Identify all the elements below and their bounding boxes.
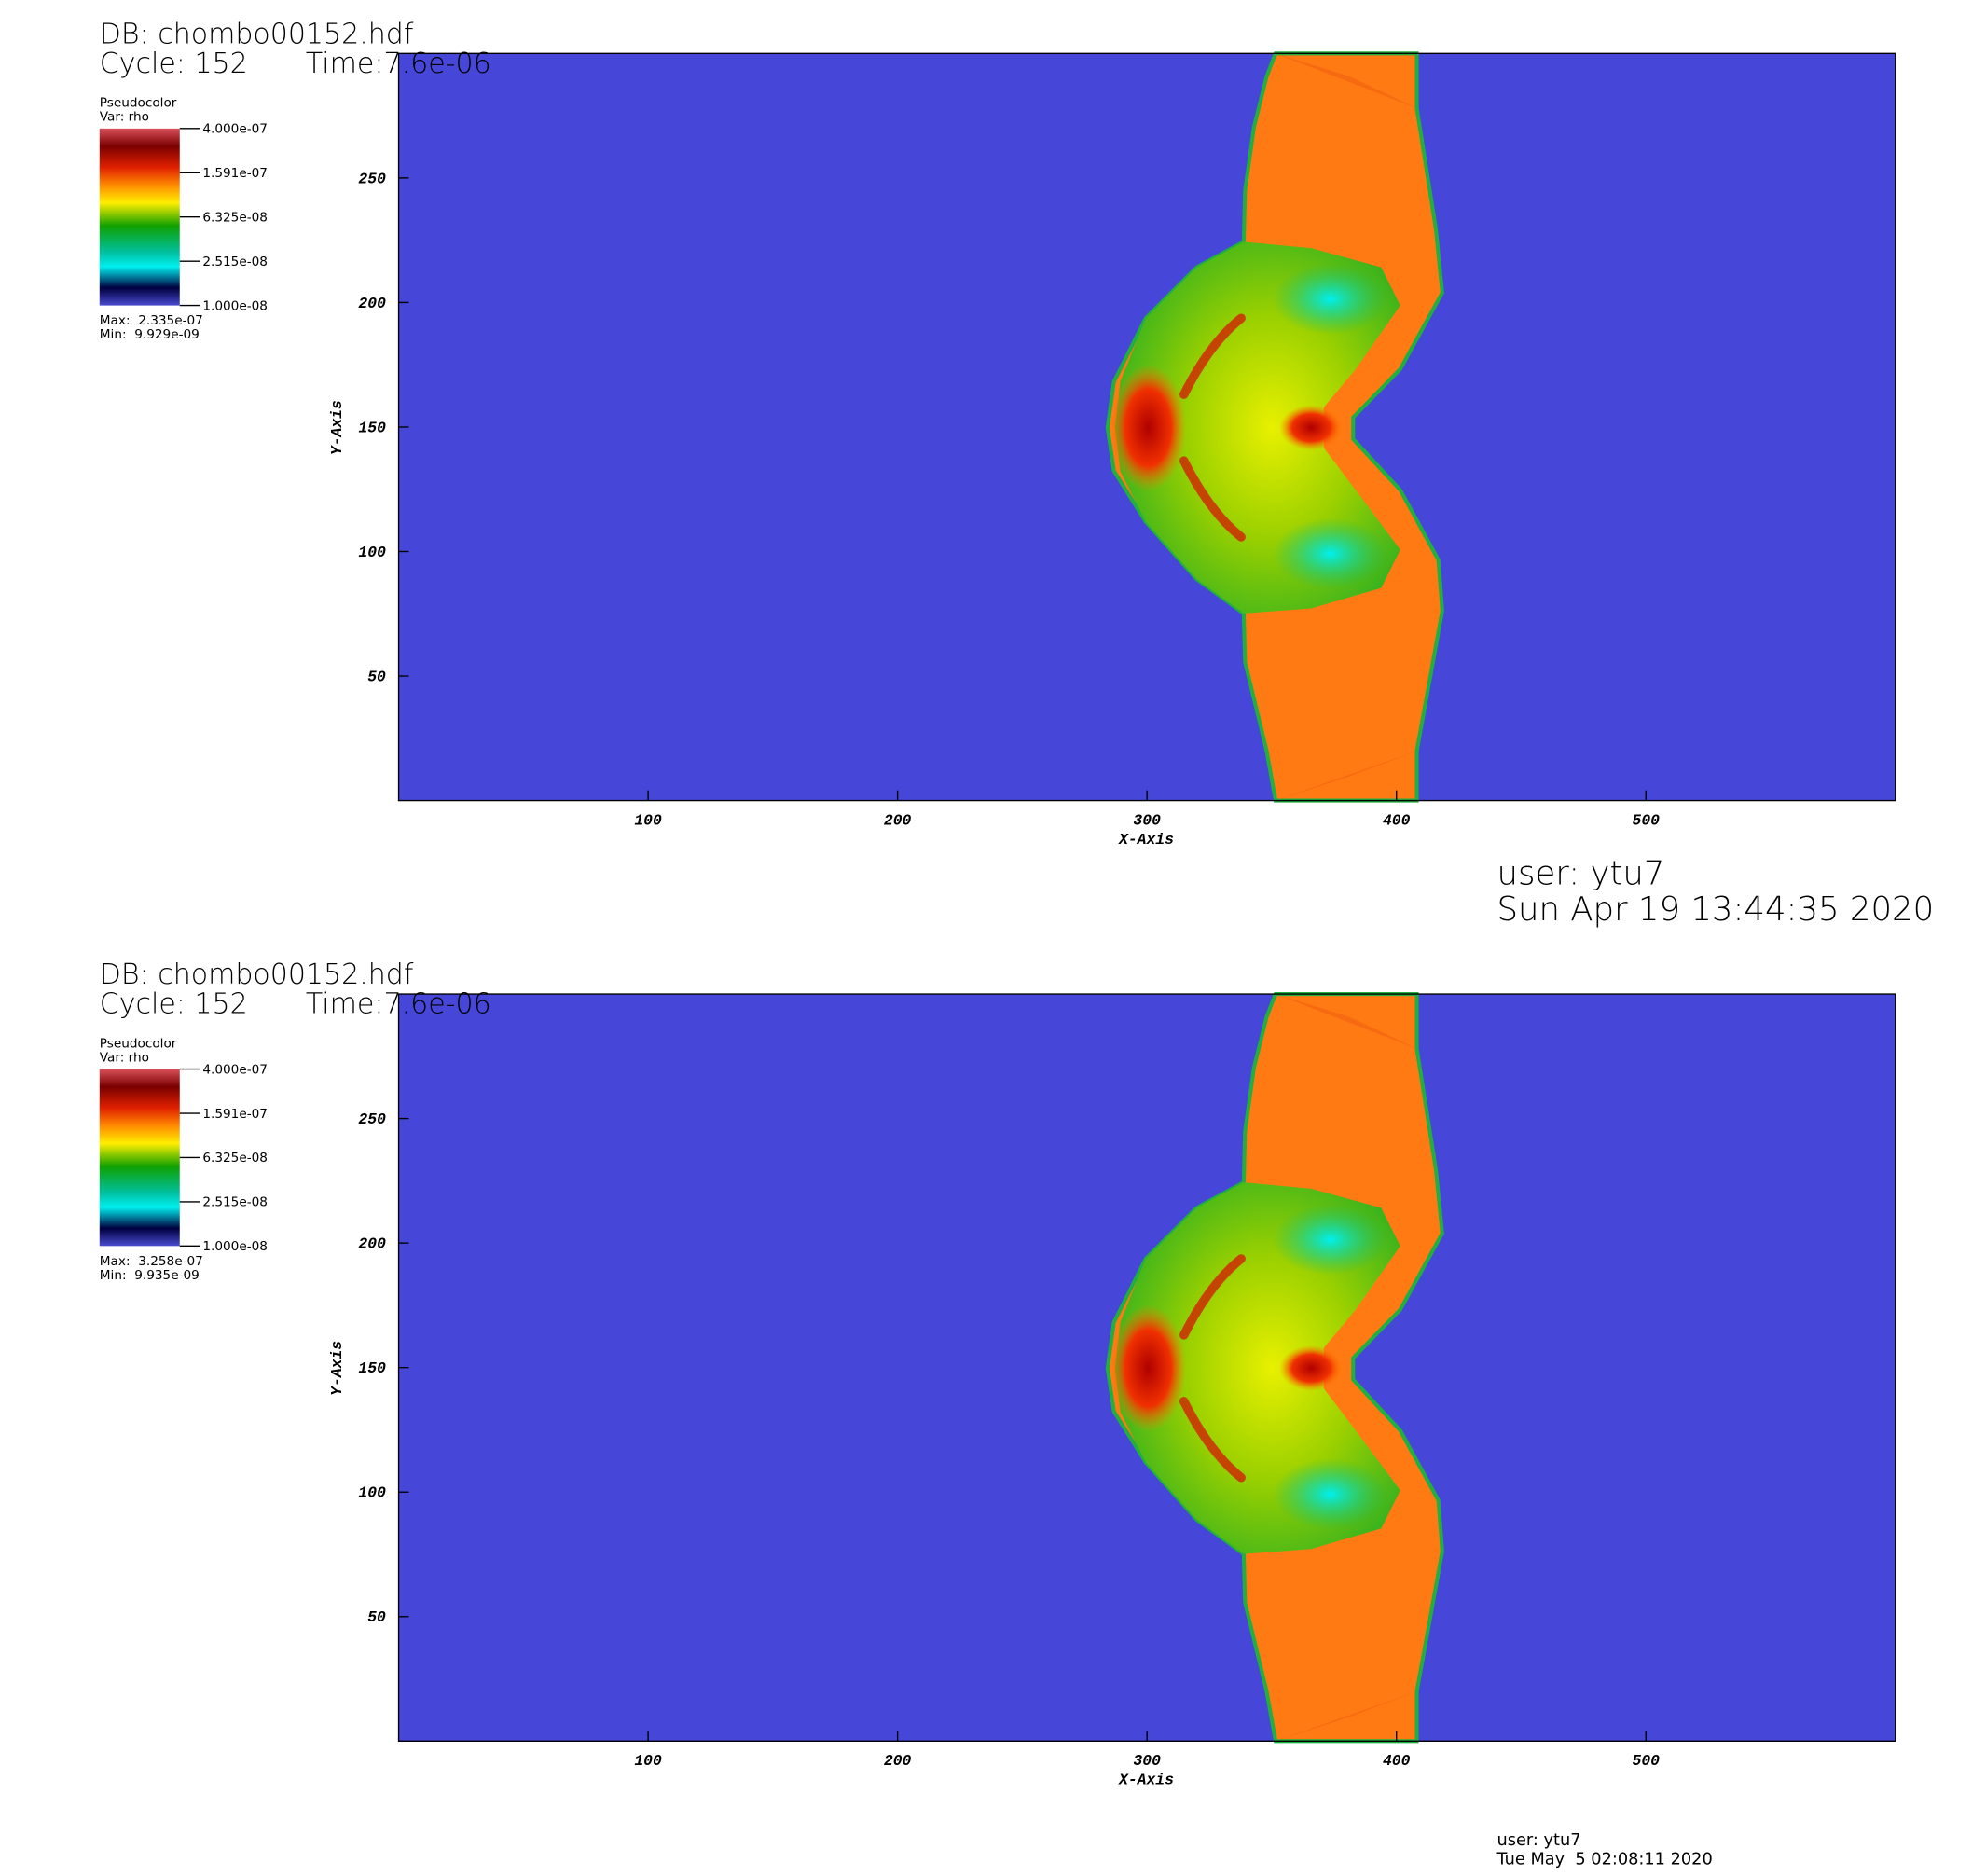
y-tick-label: 50 [367,1608,386,1626]
legend-title: Pseudocolor [100,96,177,111]
legend-label: 2.515e-08 [202,1195,268,1210]
red-spot [1279,405,1344,451]
cyan-spot [1273,1458,1388,1530]
x-tick-label: 100 [634,1752,662,1770]
cyan-spot [1273,263,1388,335]
legend-var: Var: rho [100,110,149,125]
legend-label: 1.591e-07 [202,1107,268,1122]
pseudocolor-field [397,51,1896,803]
y-tick-label: 50 [367,668,386,685]
x-axis-title: X-Axis [1118,831,1174,848]
cycle: Cycle: 152 [100,988,248,1021]
pseudocolor-field [397,992,1896,1744]
db-name: DB: chombo00152.hdf [100,959,414,991]
y-tick-label: 250 [358,170,386,187]
y-tick-label: 100 [358,544,386,561]
legend-label: 1.000e-08 [202,1239,268,1254]
legend-title: Pseudocolor [100,1036,177,1051]
db-name: DB: chombo00152.hdf [100,18,414,50]
legend-max: Max: 3.258e-07 [100,1254,203,1269]
legend-label: 1.591e-07 [202,166,268,181]
x-tick-label: 500 [1633,1752,1661,1770]
y-tick-label: 200 [358,1235,386,1253]
legend-label: 4.000e-07 [202,1062,268,1077]
legend-label: 6.325e-08 [202,211,268,226]
x-tick-label: 100 [634,812,662,830]
y-tick-label: 100 [358,1484,386,1502]
color-bar [99,1069,180,1247]
time: Time:7.6e-06 [306,988,491,1021]
time: Time:7.6e-06 [306,48,491,80]
x-tick-label: 400 [1383,1752,1411,1770]
red-lobe [1110,364,1187,491]
cyan-spot [1273,517,1388,589]
y-axis-title: Y-Axis [328,400,346,455]
y-tick-label: 150 [358,419,386,436]
x-tick-label: 400 [1383,812,1411,830]
user: user: ytu7 [1497,855,1665,893]
y-tick-label: 250 [358,1110,386,1128]
red-lobe [1110,1304,1187,1432]
red-arm [1179,1254,1246,1483]
date: Tue May 5 02:08:11 2020 [1496,1851,1713,1869]
legend-min: Min: 9.929e-09 [100,327,200,342]
cycle: Cycle: 152 [100,48,248,80]
x-tick-label: 300 [1133,1752,1161,1770]
x-tick-label: 500 [1633,812,1661,830]
y-tick-label: 150 [358,1359,386,1377]
legend-var: Var: rho [100,1050,149,1065]
x-axis-title: X-Axis [1118,1772,1174,1789]
user: user: ytu7 [1497,1831,1581,1850]
y-axis-title: Y-Axis [328,1341,346,1396]
x-tick-label: 300 [1133,812,1161,830]
legend-label: 1.000e-08 [202,298,268,313]
x-tick-label: 200 [884,812,912,830]
red-spot [1279,1345,1344,1391]
y-tick-label: 200 [358,295,386,312]
red-arm [1179,313,1246,542]
x-tick-label: 200 [884,1752,912,1770]
cyan-spot [1273,1204,1388,1276]
color-bar [99,128,180,306]
legend-label: 4.000e-07 [202,122,268,137]
legend-label: 6.325e-08 [202,1151,268,1166]
legend-max: Max: 2.335e-07 [100,313,203,328]
legend-min: Min: 9.935e-09 [100,1268,200,1283]
legend-label: 2.515e-08 [202,255,268,269]
date: Sun Apr 19 13:44:35 2020 [1497,890,1935,929]
